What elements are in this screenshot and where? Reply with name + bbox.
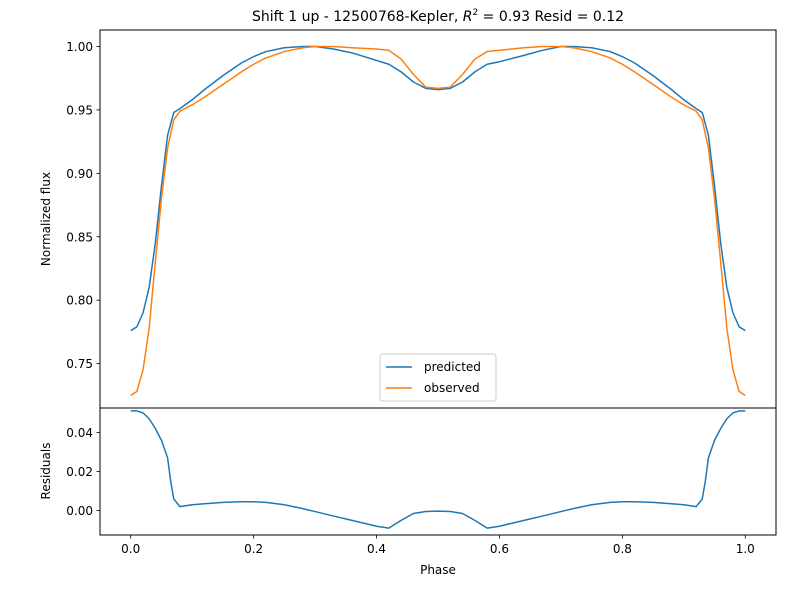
top-series-lines xyxy=(130,45,746,396)
bottom-y-tick-label: 0.02 xyxy=(66,465,93,479)
top-y-tick-label: 0.80 xyxy=(66,294,93,308)
bottom-x-tick-label: 0.2 xyxy=(244,542,263,556)
bottom-y-tick-label: 0.00 xyxy=(66,504,93,518)
x-axis-label: Phase xyxy=(420,563,456,577)
top-y-axis-label: Normalized flux xyxy=(39,172,53,266)
bottom-y-ticks: 0.00 0.02 0.04 xyxy=(66,426,100,518)
top-y-tick-label: 0.75 xyxy=(66,357,93,371)
bottom-axes-frame xyxy=(99,407,777,536)
bottom-y-axis-label: Residuals xyxy=(39,443,53,500)
top-series-line-predicted xyxy=(130,45,746,332)
bottom-series-lines xyxy=(130,410,746,529)
bottom-y-tick-label: 0.04 xyxy=(66,426,93,440)
bottom-panel: 0.00 0.02 0.04 0.0 0.2 0.4 0.6 0.8 1.0 Residual… xyxy=(39,407,777,577)
bottom-x-tick-label: 0.6 xyxy=(490,542,509,556)
title-r2-symbol: R xyxy=(463,9,473,25)
bottom-x-ticks: 0.0 0.2 0.4 0.6 0.8 1.0 xyxy=(121,535,755,556)
top-y-tick-label: 0.90 xyxy=(66,167,93,181)
bottom-x-tick-label: 0.8 xyxy=(613,542,632,556)
chart-title: Shift 1 up - 12500768-Kepler, R2 = 0.93 … xyxy=(252,8,624,25)
bottom-x-tick-label: 1.0 xyxy=(736,542,755,556)
top-y-tick-label: 1.00 xyxy=(66,40,93,54)
title-prefix: Shift 1 up - 12500768-Kepler, xyxy=(252,9,463,25)
bottom-x-tick-label: 0.0 xyxy=(121,542,140,556)
title-suffix: = 0.93 Resid = 0.12 xyxy=(478,9,624,25)
legend-label-observed: observed xyxy=(424,381,480,395)
bottom-x-tick-label: 0.4 xyxy=(367,542,386,556)
legend-frame xyxy=(379,353,497,402)
top-y-tick-label: 0.95 xyxy=(66,103,93,117)
top-y-ticks: 0.75 0.80 0.85 0.90 0.95 1.00 xyxy=(66,40,100,371)
legend-label-predicted: predicted xyxy=(424,360,481,374)
bottom-series-line-series-0 xyxy=(130,410,746,529)
top-series-line-observed xyxy=(130,45,746,396)
top-panel: 0.75 0.80 0.85 0.90 0.95 1.00 Normalized flux… xyxy=(39,29,777,409)
top-y-tick-label: 0.85 xyxy=(66,230,93,244)
title-r2-exponent: 2 xyxy=(472,8,478,18)
legend: predicted observed xyxy=(379,353,497,402)
